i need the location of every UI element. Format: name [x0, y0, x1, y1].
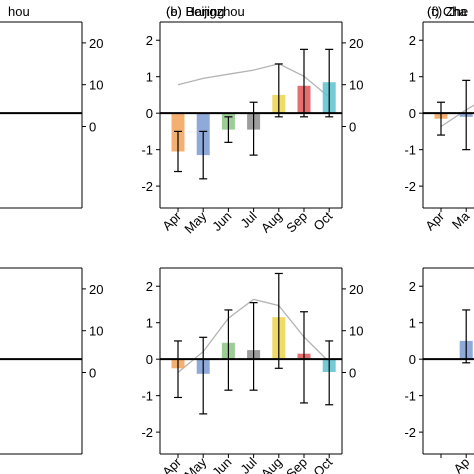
x-tick-label: Jun [209, 455, 234, 474]
panel-title: (b) Hangzhou [166, 4, 245, 19]
x-tick-label: Sep [283, 209, 310, 236]
y-tick-label: 0 [146, 352, 153, 367]
y2-tick-label: 20 [349, 282, 363, 297]
x-tick-label: Oct [310, 454, 335, 474]
y-tick-label: 2 [409, 33, 416, 48]
y-tick-label: 0 [409, 352, 416, 367]
y-tick-label: -1 [141, 143, 153, 158]
x-tick-label: Apr [159, 454, 184, 474]
panel-body [434, 79, 474, 151]
y2-tick-label: 20 [349, 36, 363, 51]
y2-tick-label: 10 [89, 78, 103, 93]
x-tick-label: Jun [209, 209, 234, 234]
x-tick-label: Aug [258, 455, 285, 474]
panel-3: (c) Zhe -2 -1 0 1 2 Apr Ma [404, 4, 474, 233]
x-tick-label: Sep [283, 455, 310, 474]
y2-tick-label: 10 [349, 78, 363, 93]
x-tick-label: May [181, 454, 209, 474]
panel-body [171, 272, 336, 415]
y-tick-label: -2 [404, 179, 416, 194]
y2-tick-label: 0 [89, 365, 96, 380]
x-tick-label: Jul [237, 208, 259, 230]
y2-tick-label: 10 [89, 324, 103, 339]
panel-1: hou01020rAugSepOct [0, 4, 103, 209]
y-tick-label: 1 [146, 316, 153, 331]
y-tick-label: -2 [404, 425, 416, 440]
y-tick-label: 2 [146, 33, 153, 48]
y-tick-label: 1 [409, 316, 416, 331]
y-tick-label: 1 [409, 70, 416, 85]
y-tick-label: 1 [146, 70, 153, 85]
y-tick-label: -1 [141, 389, 153, 404]
y-tick-label: -2 [141, 179, 153, 194]
x-tick-label: Jul [237, 454, 259, 474]
x-tick-label: Ap [450, 455, 472, 474]
panel-title: (e) Beijing [166, 4, 225, 19]
x-tick-label: Aug [258, 209, 285, 236]
y2-tick-label: 10 [349, 324, 363, 339]
y-tick-label: 0 [146, 106, 153, 121]
y2-tick-label: 20 [89, 36, 103, 51]
x-tick-label: Ma [449, 208, 473, 232]
panel-title: (f) Cha [427, 4, 468, 19]
panel-title: hou [8, 4, 30, 19]
y-tick-label: 2 [409, 279, 416, 294]
y2-tick-label: 20 [89, 282, 103, 297]
y2-tick-label: 0 [89, 119, 96, 134]
panel-title: (c) Zhe [427, 4, 468, 19]
panel-body [459, 309, 473, 364]
y-tick-label: 2 [146, 279, 153, 294]
y-tick-label: -1 [404, 143, 416, 158]
y2-tick-label: 0 [349, 365, 356, 380]
y-tick-label: -1 [404, 389, 416, 404]
y-tick-label: 0 [409, 106, 416, 121]
x-tick-label: Apr [422, 208, 447, 233]
line-series [440, 104, 474, 128]
x-tick-label: Apr [159, 208, 184, 233]
y-tick-label: -2 [141, 425, 153, 440]
panel-body [171, 48, 336, 180]
panel-4: 01020rAugSepOct [0, 267, 103, 455]
y2-tick-label: 0 [349, 119, 356, 134]
x-tick-label: Oct [310, 208, 335, 233]
x-tick-label: May [181, 208, 209, 236]
